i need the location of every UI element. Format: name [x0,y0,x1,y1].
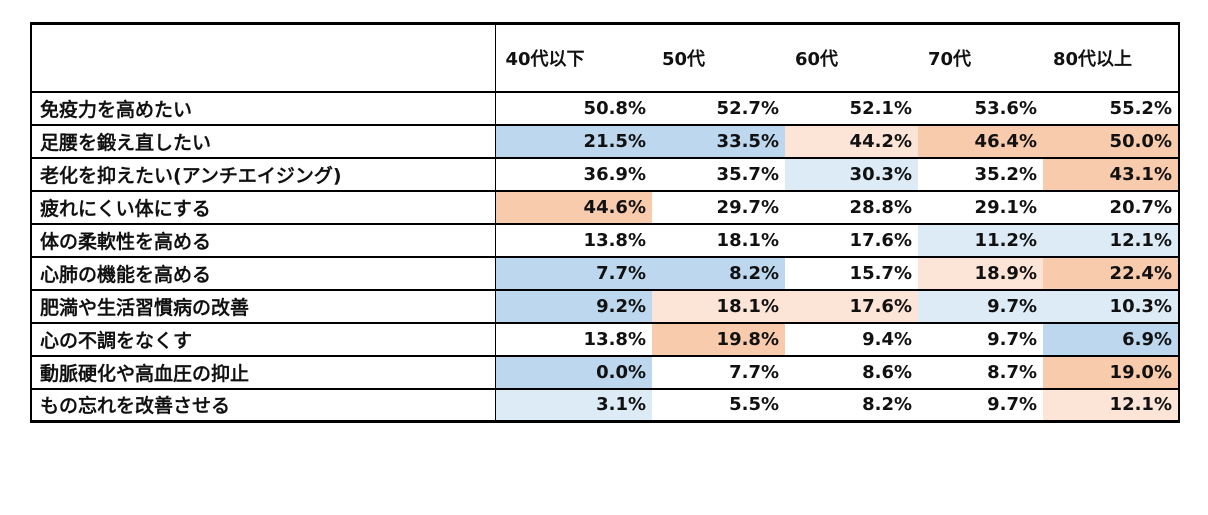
value-cell: 19.0% [1043,354,1179,389]
column-header-70s: 70代 [928,48,972,70]
table-row: 足腰を鍛え直したい 21.5% 33.5% 44.2% 46.4% 50.0% [31,123,1179,158]
table-row: 動脈硬化や高血圧の抑止 0.0% 7.7% 8.6% 8.7% 19.0% [31,354,1179,389]
value-cell: 8.7% [918,354,1043,389]
value-cell: 30.3% [785,156,918,191]
value-cell: 36.9% [495,156,652,191]
value-cell: 33.5% [652,123,785,158]
value-cell: 12.1% [1043,387,1179,422]
value-cell: 9.7% [918,321,1043,356]
table-row: 老化を抑えたい(アンチエイジング) 36.9% 35.7% 30.3% 35.2% 43.… [31,156,1179,191]
value-cell: 0.0% [495,354,652,389]
value-cell: 18.1% [652,222,785,257]
value-cell: 8.2% [785,387,918,422]
value-cell: 17.6% [785,222,918,257]
value-cell: 13.8% [495,222,652,257]
value-cell: 29.1% [918,189,1043,224]
value-cell: 29.7% [652,189,785,224]
table-row: 疲れにくい体にする 44.6% 29.7% 28.8% 29.1% 20.7% [31,189,1179,224]
value-cell: 28.8% [785,189,918,224]
value-cell: 9.7% [918,288,1043,323]
header-corner-cell [31,23,496,92]
value-cell: 44.2% [785,123,918,158]
value-cell: 13.8% [495,321,652,356]
value-cell: 9.7% [918,387,1043,422]
age-group-table: 40代以下 50代 60代 70代 80代以上 免疫力を高めたい 50.8% 52.… [30,22,1180,423]
header-row: 40代以下 50代 60代 70代 80代以上 [31,23,1179,92]
row-label: 心の不調をなくす [31,321,496,356]
value-cell: 6.9% [1043,321,1179,356]
value-cell: 8.6% [785,354,918,389]
table-row: 免疫力を高めたい 50.8% 52.7% 52.1% 53.6% 55.2% [31,90,1179,125]
row-label: 心肺の機能を高める [31,255,496,290]
row-label: 足腰を鍛え直したい [31,123,496,158]
column-header-60s: 60代 [795,48,839,70]
table-row: 心の不調をなくす 13.8% 19.8% 9.4% 9.7% 6.9% [31,321,1179,356]
column-header-40s-and-under: 40代以下 [505,48,585,70]
value-cell: 50.0% [1043,123,1179,158]
value-cell: 9.2% [495,288,652,323]
column-header-50s: 50代 [662,48,706,70]
column-header-80s-and-over: 80代以上 [1053,48,1133,70]
value-cell: 35.7% [652,156,785,191]
table-row: 体の柔軟性を高める 13.8% 18.1% 17.6% 11.2% 12.1% [31,222,1179,257]
value-cell: 7.7% [495,255,652,290]
value-cell: 53.6% [918,90,1043,125]
value-cell: 10.3% [1043,288,1179,323]
value-cell: 52.7% [652,90,785,125]
value-cell: 8.2% [652,255,785,290]
row-label: 動脈硬化や高血圧の抑止 [31,354,496,389]
value-cell: 3.1% [495,387,652,422]
table-body: 免疫力を高めたい 50.8% 52.7% 52.1% 53.6% 55.2% 足腰を鍛え直し… [31,90,1179,422]
value-cell: 43.1% [1043,156,1179,191]
value-cell: 55.2% [1043,90,1179,125]
table-row: もの忘れを改善させる 3.1% 5.5% 8.2% 9.7% 12.1% [31,387,1179,422]
value-cell: 5.5% [652,387,785,422]
value-cell: 50.8% [495,90,652,125]
row-label: もの忘れを改善させる [31,387,496,422]
value-cell: 18.9% [918,255,1043,290]
value-cell: 19.8% [652,321,785,356]
value-cell: 9.4% [785,321,918,356]
value-cell: 46.4% [918,123,1043,158]
value-cell: 35.2% [918,156,1043,191]
value-cell: 12.1% [1043,222,1179,257]
table-row: 肥満や生活習慣病の改善 9.2% 18.1% 17.6% 9.7% 10.3% [31,288,1179,323]
value-cell: 7.7% [652,354,785,389]
row-label: 疲れにくい体にする [31,189,496,224]
value-cell: 15.7% [785,255,918,290]
value-cell: 44.6% [495,189,652,224]
value-cell: 18.1% [652,288,785,323]
row-label: 体の柔軟性を高める [31,222,496,257]
value-cell: 22.4% [1043,255,1179,290]
row-label: 肥満や生活習慣病の改善 [31,288,496,323]
value-cell: 52.1% [785,90,918,125]
value-cell: 11.2% [918,222,1043,257]
row-label: 免疫力を高めたい [31,90,496,125]
table-row: 心肺の機能を高める 7.7% 8.2% 15.7% 18.9% 22.4% [31,255,1179,290]
value-cell: 17.6% [785,288,918,323]
value-cell: 21.5% [495,123,652,158]
row-label: 老化を抑えたい(アンチエイジング) [31,156,496,191]
value-cell: 20.7% [1043,189,1179,224]
